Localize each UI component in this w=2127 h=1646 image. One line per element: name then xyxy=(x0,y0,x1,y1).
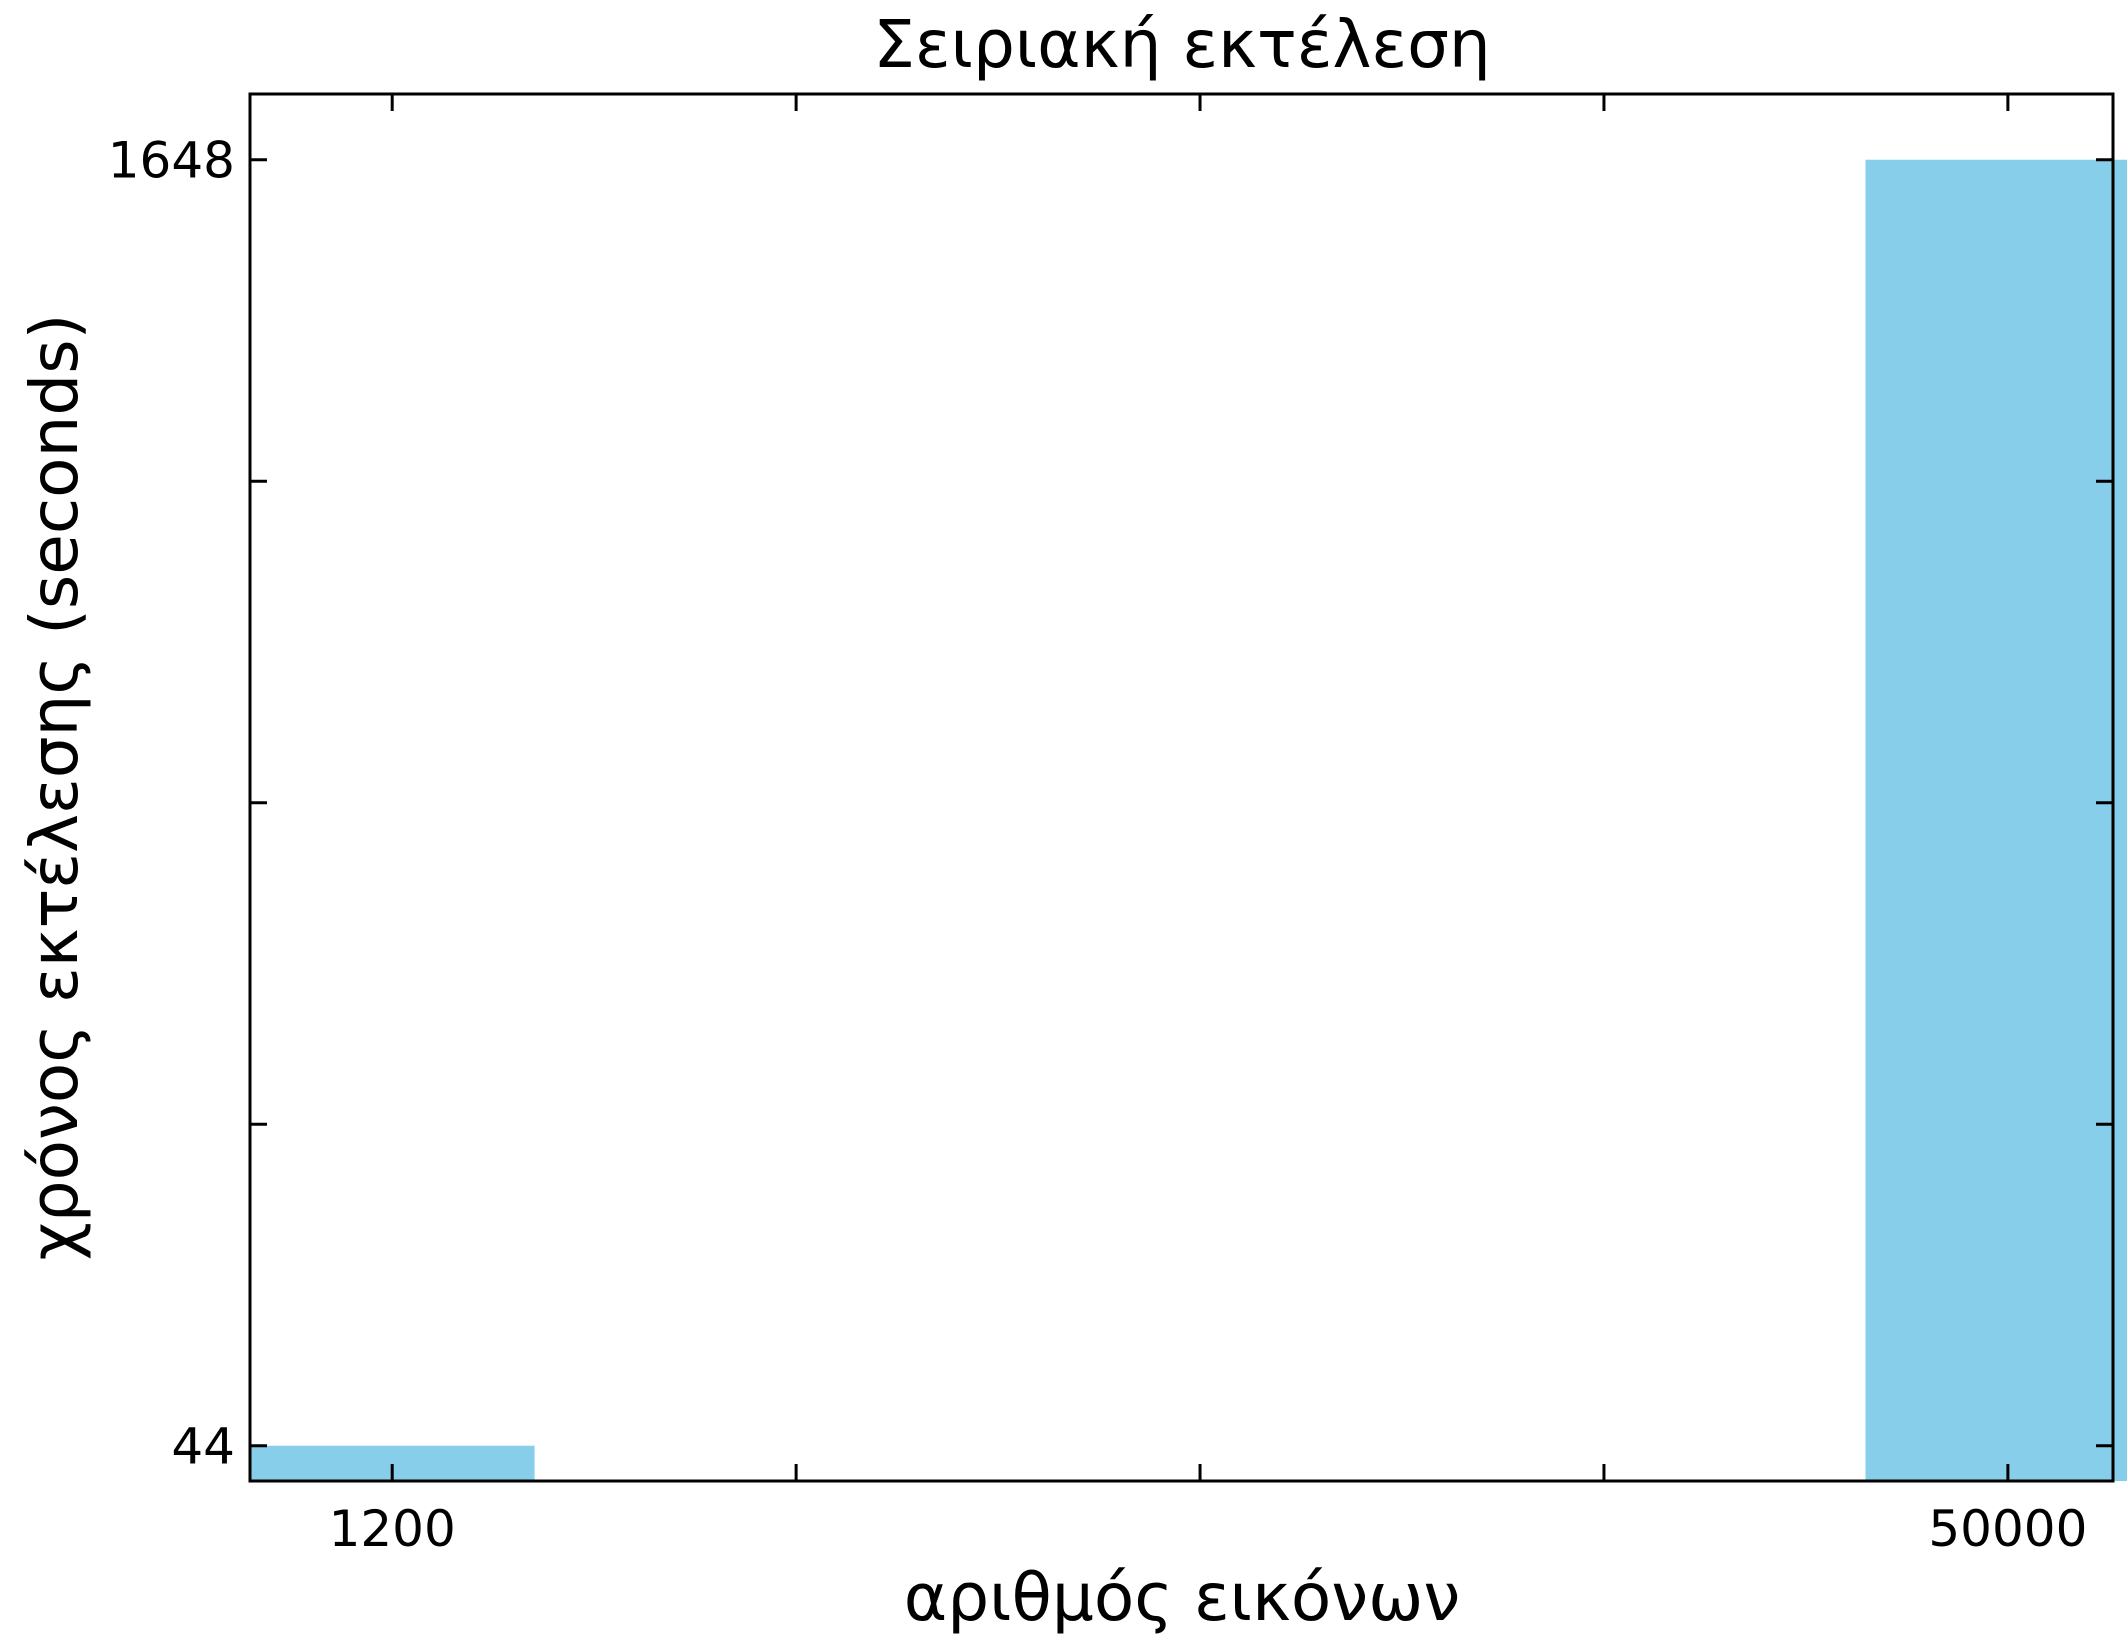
bars-layer xyxy=(249,159,2127,1482)
plot-frame xyxy=(248,92,2115,1483)
bar-50000 xyxy=(1865,159,2127,1482)
x-tick-label-50000: 50000 xyxy=(1928,1500,2087,1558)
y-axis-label: χρόνος εκτέλεσης (seconds) xyxy=(16,314,93,1261)
x-tick-label-1200: 1200 xyxy=(329,1500,456,1558)
x-axis-label: αριθμός εικόνων xyxy=(904,1559,1461,1636)
ticks-layer xyxy=(250,94,2113,1481)
y-tick-label-44: 44 xyxy=(171,1418,235,1476)
tick-labels-layer: 1200 50000 44 1648 xyxy=(108,132,2088,1558)
chart-title: Σειριακή εκτέλεση xyxy=(873,6,1491,83)
y-tick-label-1648: 1648 xyxy=(108,132,235,190)
